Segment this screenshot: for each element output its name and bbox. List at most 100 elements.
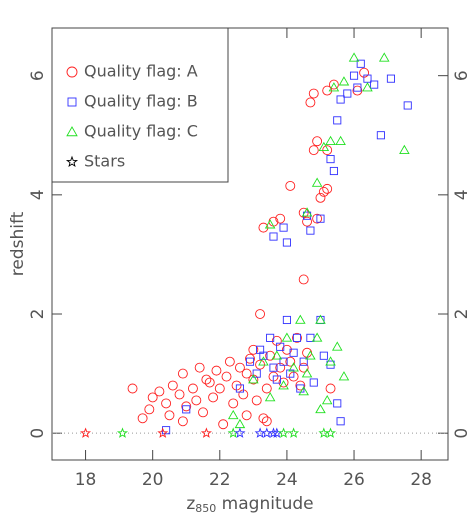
point [312, 136, 323, 147]
point [252, 369, 261, 378]
y-tick-label: 4 [28, 189, 48, 200]
point [241, 368, 252, 379]
point [269, 363, 278, 372]
point [261, 416, 272, 427]
point [311, 177, 323, 187]
point [137, 413, 148, 424]
x-tick-label: 20 [142, 470, 164, 490]
point [255, 309, 266, 319]
point [325, 427, 337, 438]
point [338, 76, 350, 86]
point [378, 52, 390, 62]
point [308, 145, 319, 156]
point [298, 362, 309, 373]
x-axis-label: z850 magnitude [186, 494, 313, 515]
point [298, 274, 309, 285]
point [328, 82, 340, 92]
point [362, 82, 373, 92]
point [261, 383, 272, 394]
point [295, 380, 306, 391]
point [352, 85, 363, 96]
point [201, 374, 212, 385]
point [248, 344, 259, 355]
point [331, 341, 343, 351]
point [348, 52, 360, 62]
point [386, 74, 395, 83]
point [214, 383, 225, 394]
point [194, 362, 205, 373]
point [279, 357, 288, 366]
y-tick-label-right: 6 [452, 70, 472, 81]
point [305, 350, 316, 360]
point [325, 356, 336, 366]
point [221, 371, 232, 382]
point [336, 417, 345, 426]
y-tick-label: 0 [28, 428, 48, 439]
point [245, 357, 255, 366]
point [325, 135, 336, 146]
point [191, 395, 202, 406]
point [234, 418, 246, 429]
point [281, 344, 292, 355]
point [306, 333, 315, 342]
point [259, 351, 268, 360]
point [234, 362, 245, 373]
point [271, 350, 283, 360]
point [356, 59, 365, 68]
x-tick-label: 22 [209, 470, 231, 490]
point [292, 333, 302, 342]
x-tick-label: 26 [343, 470, 365, 490]
point [311, 332, 323, 342]
point [318, 141, 330, 151]
point [315, 192, 326, 203]
point [278, 380, 289, 390]
point [288, 362, 299, 372]
point [80, 427, 91, 438]
point [264, 392, 276, 402]
point [66, 66, 78, 78]
point [248, 374, 259, 384]
y-axis-label: redshift [8, 211, 28, 276]
point [282, 238, 291, 247]
y-tick-label: 6 [28, 70, 48, 81]
point [376, 131, 385, 140]
point [316, 214, 325, 223]
point [321, 395, 333, 405]
point [245, 353, 255, 364]
point [198, 407, 208, 418]
point [325, 383, 336, 394]
point [281, 332, 293, 342]
point [224, 356, 235, 367]
point [279, 223, 288, 232]
point [182, 405, 191, 414]
x-tick-label: 18 [75, 470, 97, 490]
x-label-sub: 850 [195, 502, 216, 515]
point [208, 392, 219, 403]
point [276, 342, 285, 351]
point [267, 427, 280, 438]
point [187, 383, 198, 394]
point [266, 333, 275, 342]
point [295, 314, 306, 324]
point [343, 89, 352, 98]
point [67, 97, 77, 107]
point [227, 409, 239, 420]
point [66, 126, 78, 137]
point [403, 101, 412, 110]
point [302, 216, 313, 227]
point [154, 386, 165, 397]
legend-label: Quality flag: C [84, 122, 198, 141]
x-label-rest: magnitude [216, 494, 313, 514]
point [167, 380, 178, 391]
point [241, 410, 252, 421]
point [144, 404, 155, 415]
point [289, 348, 298, 357]
point [161, 398, 172, 409]
point [318, 186, 329, 197]
point [306, 226, 315, 235]
point [308, 88, 319, 99]
point [181, 401, 192, 412]
point [312, 213, 323, 224]
point [302, 347, 313, 358]
point [322, 183, 333, 194]
